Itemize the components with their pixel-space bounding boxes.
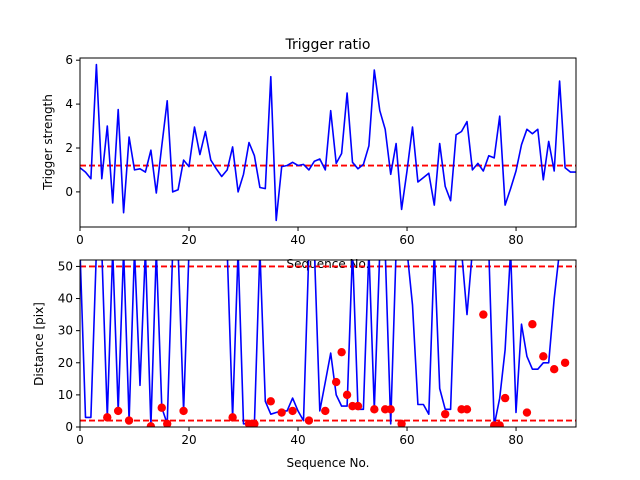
data-point xyxy=(549,364,559,374)
data-point xyxy=(228,413,237,422)
data-point xyxy=(500,393,510,403)
data-point xyxy=(479,310,488,319)
data-point xyxy=(342,390,352,400)
data-point xyxy=(179,406,188,416)
data-point xyxy=(337,347,346,357)
data-point xyxy=(113,406,123,416)
x-tick-label: 80 xyxy=(508,433,523,447)
trigger-ratio-panel: 0 20 40 60 80 0 2 4 6 Trigger ratio Sequence No… xyxy=(41,37,577,271)
y-tick-label: 0 xyxy=(65,420,73,434)
plot-frame xyxy=(79,57,577,228)
x-tick-label: 40 xyxy=(290,233,305,247)
data-point xyxy=(386,405,395,414)
y-tick-label: 30 xyxy=(58,324,73,338)
data-point xyxy=(288,406,297,416)
x-tick-label: 80 xyxy=(508,233,523,247)
x-tick-label: 20 xyxy=(181,433,196,447)
data-point xyxy=(277,408,286,417)
y-tick-label: 0 xyxy=(65,185,73,199)
data-point xyxy=(250,419,259,427)
plot-frame xyxy=(79,259,577,428)
series-line xyxy=(80,63,576,222)
data-point xyxy=(266,397,275,406)
data-point xyxy=(462,405,472,414)
chart-title: Trigger ratio xyxy=(284,37,370,53)
data-point xyxy=(539,352,548,361)
data-point xyxy=(331,377,341,387)
x-tick-label: 0 xyxy=(76,233,84,247)
y-tick-label: 6 xyxy=(65,53,73,67)
x-tick-label: 0 xyxy=(76,433,84,447)
y-tick-label: 4 xyxy=(65,97,73,111)
data-point xyxy=(440,409,450,419)
data-point xyxy=(304,416,314,425)
data-point xyxy=(522,408,532,417)
distance-panel: 0 20 40 60 80 0 10 20 30 40 50 Sequence No. Dista… xyxy=(32,259,577,470)
x-tick-label: 60 xyxy=(399,433,414,447)
data-point xyxy=(528,320,537,329)
data-point xyxy=(397,419,406,427)
data-point xyxy=(495,421,504,427)
x-tick-label: 60 xyxy=(399,233,414,247)
x-tick-label: 20 xyxy=(181,233,196,247)
y-tick-label: 2 xyxy=(65,141,73,155)
y-tick-label: 20 xyxy=(58,356,73,370)
data-point xyxy=(103,413,112,422)
data-point xyxy=(124,416,134,425)
y-axis-label: Trigger strength xyxy=(41,94,55,191)
y-axis-label: Distance [pix] xyxy=(32,302,46,386)
y-tick-label: 40 xyxy=(58,292,73,306)
data-point xyxy=(146,422,156,427)
data-point xyxy=(157,403,166,412)
data-point xyxy=(370,405,379,414)
x-axis-label: Sequence No. xyxy=(287,456,370,470)
data-point xyxy=(163,419,172,427)
data-point xyxy=(560,358,570,367)
x-tick-label: 40 xyxy=(290,433,305,447)
data-point xyxy=(353,401,363,411)
data-point xyxy=(321,406,330,416)
x-axis-label: Sequence No. xyxy=(287,257,370,271)
y-tick-label: 10 xyxy=(58,388,73,402)
y-tick-label: 50 xyxy=(58,259,73,273)
